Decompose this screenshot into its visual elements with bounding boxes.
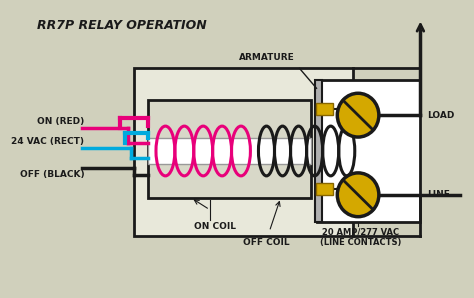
Bar <box>317 80 420 222</box>
Text: ON COIL: ON COIL <box>194 222 236 231</box>
Bar <box>148 138 311 164</box>
Text: OFF COIL: OFF COIL <box>243 238 290 246</box>
Text: ARMATURE: ARMATURE <box>238 53 294 62</box>
Bar <box>148 100 311 198</box>
Bar <box>316 183 333 195</box>
Bar <box>315 80 322 222</box>
Text: RR7P RELAY OPERATION: RR7P RELAY OPERATION <box>37 18 207 32</box>
Circle shape <box>337 93 379 137</box>
Text: 20 AMP/277 VAC
(LINE CONTACTS): 20 AMP/277 VAC (LINE CONTACTS) <box>320 228 401 247</box>
Text: 24 VAC (RECT): 24 VAC (RECT) <box>11 137 84 146</box>
Text: LINE: LINE <box>427 190 450 199</box>
Circle shape <box>337 173 379 217</box>
Bar <box>316 103 333 115</box>
Bar <box>134 68 353 236</box>
Text: LOAD: LOAD <box>427 111 455 120</box>
Text: OFF (BLACK): OFF (BLACK) <box>19 170 84 179</box>
Text: ON (RED): ON (RED) <box>37 117 84 126</box>
